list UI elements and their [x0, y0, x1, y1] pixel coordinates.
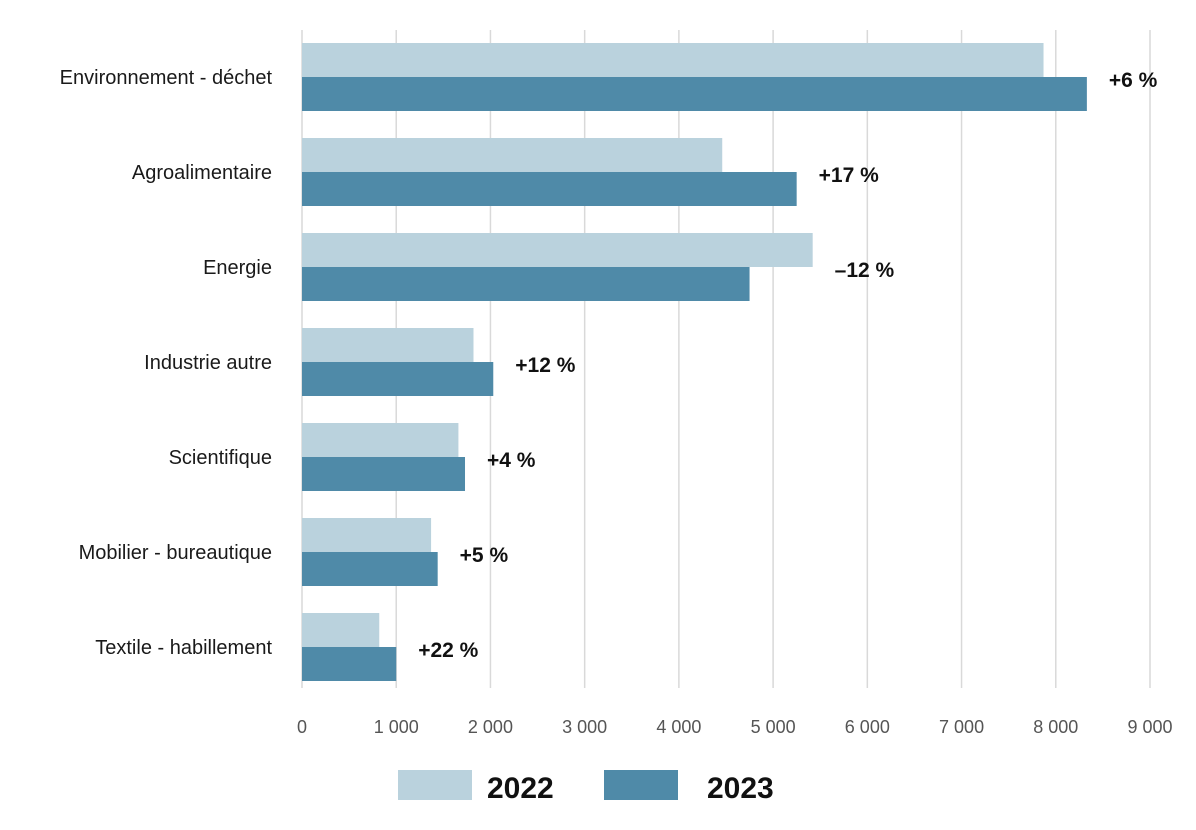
x-tick-label: 5 000 [751, 717, 796, 737]
bar-2023 [302, 552, 438, 586]
bar-2023 [302, 647, 396, 681]
legend-swatch-2023 [604, 770, 678, 800]
bar-2023 [302, 172, 797, 206]
bar-2023 [302, 457, 465, 491]
x-tick-label: 2 000 [468, 717, 513, 737]
bars [302, 43, 1087, 681]
x-tick-label: 1 000 [374, 717, 419, 737]
x-tick-label: 4 000 [656, 717, 701, 737]
bar-2022 [302, 328, 473, 362]
change-label: +5 % [460, 544, 509, 567]
x-tick-label: 0 [297, 717, 307, 737]
category-label: Energie [203, 257, 272, 279]
change-label: +22 % [418, 639, 478, 662]
legend: 2022 2023 [398, 770, 774, 805]
bar-2022 [302, 423, 458, 457]
category-label: Environnement - déchet [60, 67, 273, 89]
bar-2022 [302, 233, 813, 267]
category-label: Industrie autre [144, 352, 272, 374]
change-label: +4 % [487, 449, 536, 472]
x-tick-label: 6 000 [845, 717, 890, 737]
category-label: Textile - habillement [95, 637, 272, 659]
change-label: +12 % [515, 354, 575, 377]
bar-2022 [302, 138, 722, 172]
category-label: Mobilier - bureautique [79, 542, 272, 564]
legend-label-2023: 2023 [707, 772, 774, 805]
x-tick-label: 7 000 [939, 717, 984, 737]
x-tick-label: 8 000 [1033, 717, 1078, 737]
legend-label-2022: 2022 [487, 772, 554, 805]
category-label: Agroalimentaire [132, 162, 272, 184]
bar-2022 [302, 613, 379, 647]
bar-2022 [302, 518, 431, 552]
change-label: –12 % [835, 259, 895, 282]
change-label: +6 % [1109, 69, 1158, 92]
legend-swatch-2022 [398, 770, 472, 800]
x-tick-label: 9 000 [1127, 717, 1172, 737]
bar-2023 [302, 267, 750, 301]
bar-2022 [302, 43, 1044, 77]
x-tick-label: 3 000 [562, 717, 607, 737]
change-label: +17 % [819, 164, 879, 187]
bar-2023 [302, 362, 493, 396]
category-label: Scientifique [169, 447, 272, 469]
bar-2023 [302, 77, 1087, 111]
